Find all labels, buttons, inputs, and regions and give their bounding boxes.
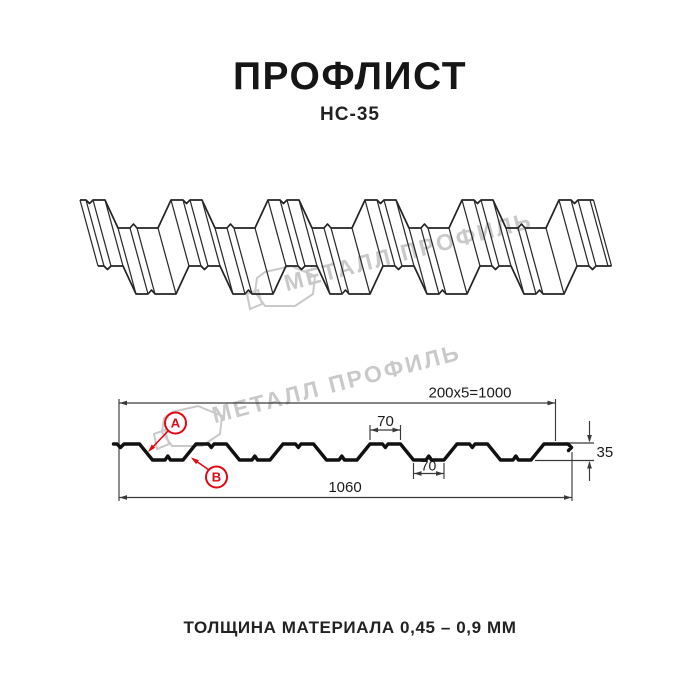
dimension-arrow [587,435,592,443]
rib-line [408,227,428,295]
rib-line [570,199,590,267]
rib-line [383,199,403,267]
rib-line [182,199,202,267]
rib-line [311,227,331,295]
sheet-rib-lines [79,199,613,295]
dimension-arrow [436,471,444,476]
rib-line [129,227,149,295]
marker-b: B [205,465,228,489]
rib-line [117,227,137,295]
rib-line [214,227,234,295]
dimension-arrow [587,461,592,469]
marker-a-arrow [148,444,156,452]
rib-line [189,199,209,267]
rib-line [448,227,468,295]
rib-line [254,227,274,295]
metall-profil-logo-icon [245,264,317,311]
rib-line [298,199,318,267]
dimension-arrow [119,400,127,406]
rib-line [157,227,177,295]
dimension-arrow [392,427,400,433]
dimension-lines [118,399,594,501]
rib-line [201,199,221,267]
rib-line [267,199,287,267]
rib-line [505,227,525,295]
rib-line [323,227,343,295]
rib-line [461,199,481,267]
marker-a: A [164,411,187,435]
perspective-view [79,199,613,295]
rib-line [558,199,578,267]
rib-line [395,199,415,267]
dim-height: 35 [597,444,614,461]
dimension-arrow [547,400,555,406]
marker-b-arrow [191,457,199,465]
rib-line [517,227,537,295]
rib-line [545,227,565,295]
dimension-arrow [370,427,378,433]
rib-line [170,199,190,267]
rib-line [226,227,246,295]
marker-a-letter: A [171,416,181,431]
rib-line [364,199,384,267]
rib-line [136,227,156,295]
rib-line [233,227,253,295]
dim-overall-width: 1060 [328,479,361,496]
rib-line [592,199,613,267]
rib-line [480,199,500,267]
cross-section-drawing: 200x5=1000 70 70 35 1060 A B [111,385,614,501]
dim-flange-top: 70 [377,413,394,430]
rib-line [330,227,350,295]
rib-line [92,199,112,267]
dimension-arrow [414,471,422,476]
rib-line [286,199,306,267]
rib-line [589,199,609,267]
rib-line [577,199,597,267]
rib-line [104,199,124,267]
rib-line [524,227,544,295]
dim-flange-bottom: 70 [421,458,437,474]
rib-line [279,199,299,267]
rib-line [85,199,105,267]
rib-line [376,199,396,267]
profile-outline [111,442,574,462]
dim-useful-width: 200x5=1000 [429,385,512,402]
rib-line [473,199,493,267]
sheet-front-edge [98,265,612,295]
rib-line [427,227,447,295]
rib-line [351,227,371,295]
rib-line [420,227,440,295]
marker-b-letter: B [212,470,221,485]
thickness-note: ТОЛЩИНА МАТЕРИАЛА 0,45 – 0,9 ММ [183,618,517,637]
dimension-arrow [119,495,127,500]
page-title: ПРОФЛИСТ [232,55,468,98]
dimension-arrow [564,495,572,500]
sheet-back-edge [80,199,594,229]
rib-line [492,199,512,267]
rib-line [79,199,99,267]
profile-model-name: НС-35 [320,104,380,125]
